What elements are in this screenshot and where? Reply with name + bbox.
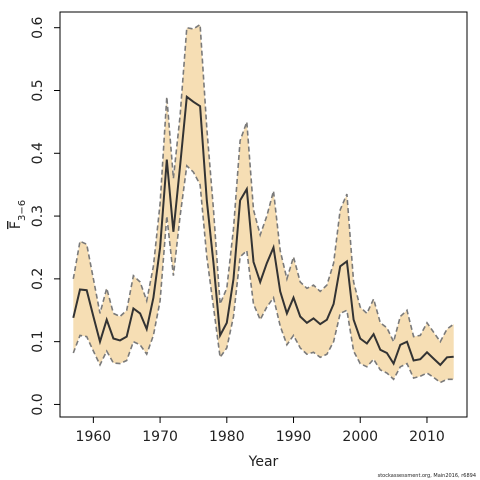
- y-tick-label: 0.3: [30, 205, 46, 227]
- x-axis: 1960 1970 1980 1990 2000 2010: [76, 417, 445, 445]
- upper-bound-line: [72, 23, 455, 344]
- plot-frame: [59, 11, 468, 418]
- x-axis-title: Year: [248, 454, 279, 470]
- y-tick-label: 0.5: [30, 79, 46, 101]
- y-axis-title: F3−6: [8, 200, 28, 229]
- y-tick-label: 0.6: [30, 16, 46, 38]
- x-tick-label: 1960: [76, 429, 112, 445]
- y-tick-label: 0.1: [30, 331, 46, 353]
- credit-text: stockassessment.org, Main2016, r6894: [378, 473, 476, 479]
- x-tick-label: 1980: [209, 429, 245, 445]
- y-tick-label: 0.4: [30, 142, 46, 164]
- band-area: [73, 24, 454, 383]
- y-axis: 0.0 0.1 0.2 0.3 0.4 0.5 0.6: [30, 16, 60, 416]
- confidence-band: [73, 24, 454, 383]
- x-tick-label: 2010: [409, 429, 445, 445]
- y-axis-title-text: F3−6: [8, 200, 28, 229]
- y-tick-label: 0.0: [30, 393, 46, 415]
- x-tick-label: 2000: [342, 429, 378, 445]
- x-tick-label: 1990: [276, 429, 312, 445]
- lower-bound-line: [72, 164, 454, 384]
- estimate-line: [72, 94, 454, 367]
- series-lines: [72, 23, 455, 384]
- x-tick-label: 1970: [142, 429, 178, 445]
- y-tick-label: 0.2: [30, 268, 46, 290]
